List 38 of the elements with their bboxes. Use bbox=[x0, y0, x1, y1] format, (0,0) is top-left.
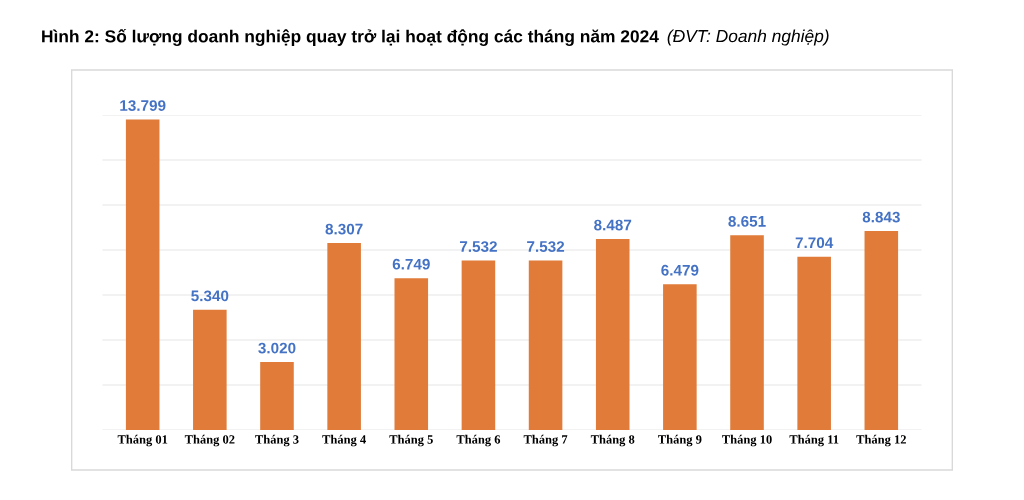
bar bbox=[730, 235, 764, 430]
data-label: 7.704 bbox=[795, 237, 834, 249]
x-tick-label: Tháng 12 bbox=[856, 434, 906, 447]
bar bbox=[193, 309, 227, 430]
x-tick-label: Tháng 4 bbox=[322, 434, 366, 447]
x-tick-label: Tháng 7 bbox=[523, 434, 568, 447]
bar bbox=[125, 119, 160, 430]
x-tick-label: Tháng 8 bbox=[590, 434, 635, 447]
data-label: 7.532 bbox=[459, 241, 497, 252]
x-tick-label: Tháng 11 bbox=[789, 434, 839, 447]
bar bbox=[461, 260, 496, 430]
data-label: 8.307 bbox=[325, 223, 363, 235]
x-tick-label: Tháng 01 bbox=[117, 434, 168, 447]
data-label: 5.340 bbox=[191, 290, 229, 302]
bar bbox=[528, 260, 563, 430]
data-label: 13.799 bbox=[120, 100, 166, 111]
x-tick-label: Tháng 02 bbox=[184, 434, 235, 447]
bar bbox=[864, 231, 899, 430]
x-tick-label: Tháng 3 bbox=[255, 434, 299, 447]
data-label: 3.020 bbox=[258, 342, 296, 354]
data-label: 8.487 bbox=[594, 219, 632, 231]
data-label: 7.532 bbox=[527, 241, 565, 252]
x-tick-label: Tháng 5 bbox=[389, 434, 433, 447]
x-tick-label: Tháng 10 bbox=[722, 434, 772, 447]
bar bbox=[327, 243, 361, 430]
data-label: 6.479 bbox=[661, 264, 699, 276]
x-tick-label: Tháng 9 bbox=[658, 434, 702, 447]
bar bbox=[260, 362, 294, 430]
bar bbox=[797, 256, 831, 430]
bar bbox=[663, 284, 697, 430]
data-label: 8.843 bbox=[862, 211, 900, 223]
data-label: 6.749 bbox=[392, 258, 430, 270]
bar bbox=[394, 278, 429, 430]
data-label: 8.651 bbox=[728, 215, 766, 227]
chart-title: Hình 2: Số lượng doanh nghiệp quay trở lại hoạt động các tháng năm 2024 bbox=[42, 28, 659, 47]
x-tick-label: Tháng 6 bbox=[456, 434, 501, 447]
chart-subtitle: (ĐVT: Doanh nghiệp) bbox=[667, 29, 829, 46]
bar bbox=[595, 239, 630, 430]
